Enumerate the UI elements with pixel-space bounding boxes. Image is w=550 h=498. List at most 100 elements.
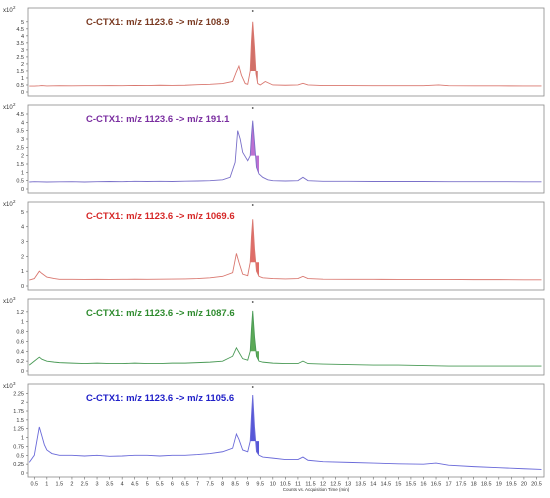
x-tick-label: 10 (270, 482, 276, 488)
peak-fill (250, 219, 260, 277)
plot-frame (27, 383, 545, 478)
y-tick-label: 3.5 (16, 129, 24, 135)
x-tick-label: 15.5 (406, 482, 417, 488)
y-tick-label: 0.2 (16, 359, 24, 365)
y-tick-label: 4 (21, 225, 24, 231)
scale-exponent: 2 (13, 102, 16, 107)
y-tick-label: 3.5 (16, 41, 24, 47)
y-tick-label: 1.5 (16, 418, 24, 424)
peak-marker (251, 107, 254, 109)
series-line (28, 395, 542, 470)
scale-label: x10 (3, 299, 13, 305)
y-tick-label: 0 (21, 187, 24, 193)
x-tick-label: 20 (521, 482, 527, 488)
y-tick-label: 0.6 (16, 339, 24, 345)
x-tick-label: 13 (345, 482, 351, 488)
x-tick-label: 1.5 (56, 482, 64, 488)
y-tick-label: 0.75 (13, 444, 24, 450)
x-tick-label: 2.5 (81, 482, 89, 488)
plot-frame (27, 7, 545, 97)
y-tick-label: 4.5 (16, 27, 24, 33)
x-tick-label: 9 (246, 482, 249, 488)
y-tick-label: 2 (21, 62, 24, 68)
x-tick-label: 19 (496, 482, 502, 488)
peak-marker (251, 204, 254, 206)
panel-title: C-CTX1: m/z 1123.6 -> m/z 1087.6 (86, 308, 235, 319)
scale-exponent: 2 (13, 5, 16, 10)
peak-marker (251, 386, 254, 388)
y-tick-label: 1 (21, 320, 24, 326)
peak-fill (250, 395, 260, 456)
y-tick-label: 2 (21, 400, 24, 406)
x-tick-label: 2 (70, 482, 73, 488)
y-tick-label: 0.5 (16, 453, 24, 459)
x-tick-label: 4.5 (131, 482, 139, 488)
y-tick-label: 4 (21, 34, 24, 40)
y-tick-label: 2 (21, 254, 24, 260)
x-tick-label: 17 (446, 482, 452, 488)
scale-exponent: 3 (13, 381, 16, 386)
x-tick-label: 14 (370, 482, 376, 488)
x-tick-label: 7 (196, 482, 199, 488)
y-tick-label: 1.5 (16, 69, 24, 75)
y-tick-label: 1 (21, 436, 24, 442)
y-tick-label: 1.75 (13, 409, 24, 415)
x-tick-label: 5.5 (156, 482, 164, 488)
x-tick-label: 19.5 (506, 482, 517, 488)
y-tick-label: 5 (21, 210, 24, 216)
scale-label: x10 (3, 384, 13, 390)
y-tick-label: 5 (21, 20, 24, 26)
scale-label: x10 (3, 105, 13, 111)
y-tick-label: 4.5 (16, 112, 24, 118)
x-tick-label: 1 (45, 482, 48, 488)
x-tick-label: 11 (295, 482, 301, 488)
plot-frame (27, 298, 545, 376)
y-tick-label: 3 (21, 48, 24, 54)
x-tick-label: 13.5 (355, 482, 366, 488)
y-tick-label: 0 (21, 471, 24, 477)
x-tick-label: 17.5 (456, 482, 467, 488)
peak-marker (251, 301, 254, 303)
y-tick-label: 3 (21, 240, 24, 246)
scale-exponent: 3 (13, 296, 16, 301)
y-tick-label: 1 (21, 76, 24, 82)
x-tick-label: 16 (420, 482, 426, 488)
panel-title: C-CTX1: m/z 1123.6 -> m/z 1105.6 (86, 393, 234, 404)
x-tick-label: 20.5 (531, 482, 542, 488)
y-tick-label: 3 (21, 137, 24, 143)
x-tick-label: 12.5 (330, 482, 341, 488)
x-tick-label: 16.5 (431, 482, 442, 488)
x-tick-label: 18.5 (481, 482, 492, 488)
y-tick-label: 2.5 (16, 55, 24, 61)
y-tick-label: 0.25 (13, 462, 24, 468)
y-tick-label: 1.5 (16, 162, 24, 168)
x-tick-label: 14.5 (380, 482, 391, 488)
x-tick-label: 6 (171, 482, 174, 488)
scale-label: x10 (3, 8, 13, 14)
series-line (29, 120, 542, 183)
y-tick-label: 0.8 (16, 330, 24, 336)
plot-frame (27, 201, 545, 291)
series-line (29, 219, 542, 281)
x-tick-label: 10.5 (280, 482, 291, 488)
panel-title: C-CTX1: m/z 1123.6 -> m/z 1069.6 (86, 211, 235, 222)
x-tick-label: 12 (320, 482, 326, 488)
series-line (29, 21, 542, 87)
panel-title: C-CTX1: m/z 1123.6 -> m/z 108.9 (86, 17, 229, 28)
y-tick-label: 0 (21, 90, 24, 96)
panel-title: C-CTX1: m/z 1123.6 -> m/z 191.1 (86, 114, 230, 125)
x-tick-label: 18 (471, 482, 477, 488)
y-tick-label: 1 (21, 170, 24, 176)
y-tick-label: 0 (21, 284, 24, 290)
x-tick-label: 0.5 (30, 482, 38, 488)
y-tick-label: 1.25 (13, 427, 24, 433)
x-axis-label: Counts vs. Acquisition Time (min) (283, 487, 350, 492)
peak-fill (250, 310, 260, 362)
y-tick-label: 0.5 (16, 179, 24, 185)
x-tick-label: 6.5 (181, 482, 189, 488)
x-tick-label: 3 (96, 482, 99, 488)
y-tick-label: 0 (21, 369, 24, 375)
x-tick-label: 8.5 (231, 482, 239, 488)
